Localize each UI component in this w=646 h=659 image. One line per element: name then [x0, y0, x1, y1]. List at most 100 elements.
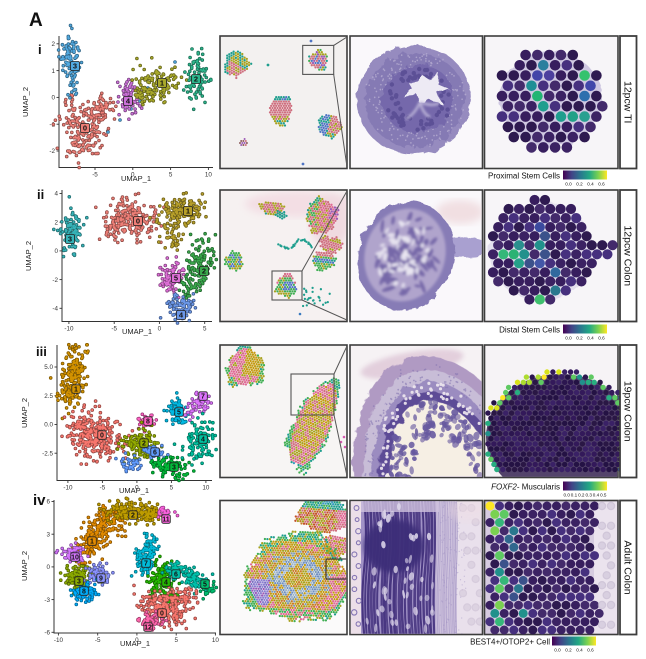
svg-text:0: 0: [83, 124, 87, 133]
svg-text:Proximal Stem Cells: Proximal Stem Cells: [488, 172, 560, 181]
svg-text:5: 5: [203, 326, 207, 333]
svg-text:5: 5: [169, 172, 173, 179]
svg-text:-10: -10: [54, 637, 64, 644]
svg-text:5: 5: [177, 410, 181, 417]
svg-text:0.0: 0.0: [565, 181, 572, 186]
svg-text:0: 0: [100, 433, 104, 440]
svg-text:12pcw TI: 12pcw TI: [622, 81, 634, 123]
svg-text:1: 1: [74, 387, 78, 394]
svg-text:0: 0: [46, 564, 50, 571]
svg-text:7: 7: [144, 561, 148, 568]
svg-text:0.6: 0.6: [587, 647, 594, 652]
svg-text:UMAP_1: UMAP_1: [119, 486, 149, 495]
svg-text:4: 4: [164, 580, 168, 587]
svg-text:5: 5: [203, 582, 207, 589]
svg-text:10: 10: [202, 485, 210, 492]
svg-text:Distal Stem Cells: Distal Stem Cells: [499, 326, 560, 335]
svg-text:2: 2: [51, 41, 55, 48]
svg-text:ii: ii: [37, 187, 44, 202]
svg-text:i: i: [38, 42, 42, 57]
svg-text:0.4: 0.4: [587, 181, 594, 186]
svg-text:2: 2: [194, 75, 198, 84]
svg-text:-5: -5: [111, 326, 117, 333]
svg-text:4: 4: [54, 191, 58, 198]
svg-text:4: 4: [126, 97, 131, 106]
svg-text:-5: -5: [95, 637, 101, 644]
svg-text:-3: -3: [44, 597, 50, 604]
svg-text:0.0: 0.0: [564, 492, 571, 497]
svg-text:Adult Colon: Adult Colon: [622, 540, 634, 594]
svg-text:0.6: 0.6: [598, 181, 605, 186]
svg-text:0.4: 0.4: [593, 492, 600, 497]
svg-text:6: 6: [153, 450, 157, 457]
svg-text:10: 10: [71, 555, 79, 562]
svg-text:1: 1: [160, 79, 164, 88]
svg-text:4: 4: [179, 311, 184, 320]
svg-text:0.2: 0.2: [565, 647, 572, 652]
svg-text:2: 2: [202, 267, 206, 276]
svg-text:5: 5: [174, 274, 178, 283]
svg-text:0.3: 0.3: [586, 492, 593, 497]
svg-text:UMAP_2: UMAP_2: [21, 87, 30, 117]
svg-text:2.5: 2.5: [44, 393, 53, 400]
svg-text:5.0: 5.0: [44, 364, 53, 371]
svg-text:iii: iii: [36, 344, 47, 359]
svg-text:0.2: 0.2: [576, 181, 583, 186]
svg-text:-6: -6: [44, 630, 50, 637]
svg-text:8: 8: [82, 589, 86, 596]
svg-text:0.2: 0.2: [578, 492, 585, 497]
svg-text:UMAP_1: UMAP_1: [121, 174, 151, 183]
svg-text:-5: -5: [100, 485, 106, 492]
svg-text:7: 7: [201, 394, 205, 401]
svg-text:0.0: 0.0: [554, 647, 561, 652]
svg-text:6: 6: [46, 499, 50, 506]
svg-text:0.2: 0.2: [576, 335, 583, 340]
svg-text:3: 3: [73, 62, 77, 71]
svg-text:3: 3: [68, 235, 72, 244]
svg-text:-2: -2: [49, 148, 55, 155]
svg-text:UMAP_1: UMAP_1: [120, 639, 150, 648]
svg-text:FOXF2- Muscularis: FOXF2- Muscularis: [491, 483, 560, 492]
svg-text:-10: -10: [64, 326, 74, 333]
svg-text:UMAP_2: UMAP_2: [20, 551, 29, 581]
svg-text:0: 0: [158, 326, 162, 333]
svg-text:5: 5: [170, 485, 174, 492]
svg-text:2: 2: [54, 219, 58, 226]
svg-text:1: 1: [186, 207, 190, 216]
svg-text:3: 3: [77, 579, 81, 586]
svg-text:0: 0: [135, 637, 139, 644]
svg-text:UMAP_2: UMAP_2: [24, 241, 33, 271]
svg-text:-2: -2: [52, 277, 58, 284]
svg-text:11: 11: [162, 517, 170, 524]
svg-text:10: 10: [212, 637, 220, 644]
svg-text:UMAP_1: UMAP_1: [122, 327, 152, 336]
svg-text:1: 1: [90, 539, 94, 546]
svg-text:0.1: 0.1: [571, 492, 578, 497]
svg-text:3: 3: [46, 531, 50, 538]
svg-text:0: 0: [135, 485, 139, 492]
svg-text:-4: -4: [52, 306, 58, 313]
svg-text:0: 0: [160, 611, 164, 618]
svg-text:2: 2: [131, 513, 135, 520]
svg-text:0: 0: [51, 95, 55, 102]
svg-text:4: 4: [201, 437, 205, 444]
svg-text:9: 9: [99, 576, 103, 583]
svg-text:0: 0: [131, 172, 135, 179]
svg-text:12: 12: [144, 625, 152, 632]
svg-text:0.0: 0.0: [44, 422, 53, 429]
svg-text:0.0: 0.0: [565, 335, 572, 340]
svg-text:5: 5: [174, 637, 178, 644]
svg-text:-10: -10: [63, 485, 73, 492]
svg-text:3: 3: [172, 465, 176, 472]
svg-text:0.4: 0.4: [576, 647, 583, 652]
svg-text:0.4: 0.4: [587, 335, 594, 340]
svg-text:10: 10: [205, 172, 213, 179]
svg-text:8: 8: [146, 419, 150, 426]
svg-text:iv: iv: [33, 492, 46, 509]
svg-text:6: 6: [174, 572, 178, 579]
svg-text:-2.5: -2.5: [42, 450, 53, 457]
svg-text:-5: -5: [92, 172, 98, 179]
svg-text:12pcw Colon: 12pcw Colon: [622, 225, 634, 286]
svg-text:UMAP_2: UMAP_2: [20, 398, 29, 428]
svg-text:2: 2: [142, 441, 146, 448]
